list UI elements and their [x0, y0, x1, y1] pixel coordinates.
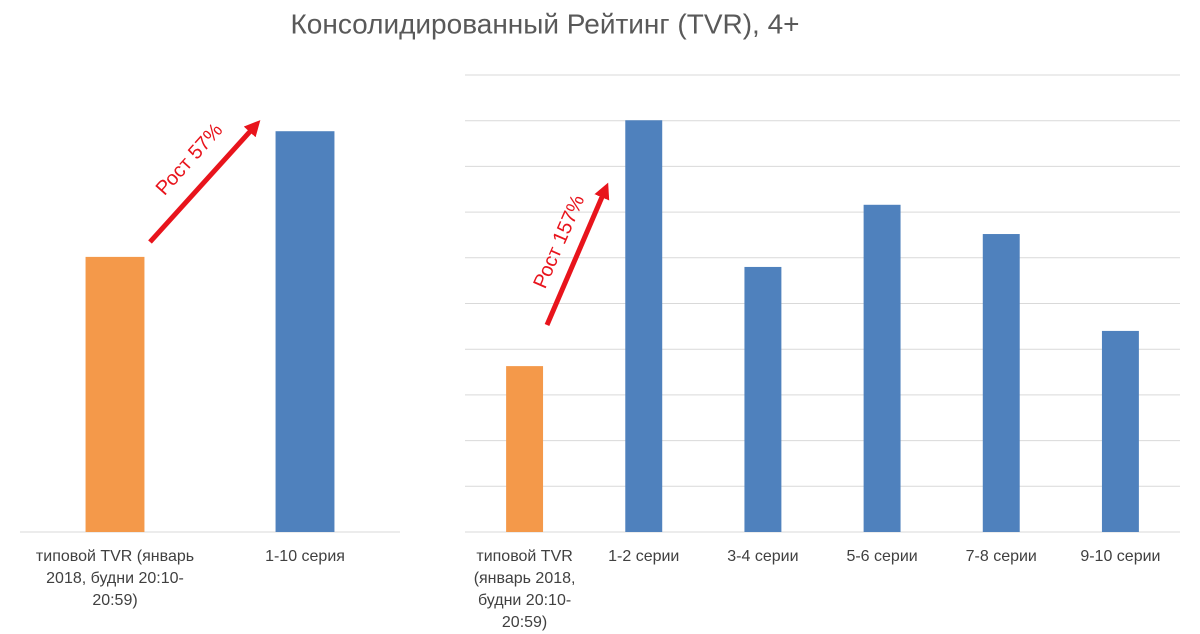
bar	[275, 131, 335, 532]
arrow	[148, 120, 261, 244]
bar	[744, 266, 782, 532]
bar	[506, 366, 544, 532]
x-tick-label: 1-2 серии	[608, 548, 680, 565]
x-tick-label: 7-8 серии	[965, 548, 1037, 565]
x-tick-label: 3-4 серии	[727, 548, 799, 565]
bar	[863, 204, 901, 532]
bar	[982, 234, 1020, 532]
x-tick-label: 9-10 серии	[1080, 548, 1161, 565]
x-tick-label: типовой TVR (январь 2018, будни 20:10-20…	[473, 548, 576, 631]
chart-title: Консолидированный Рейтинг (TVR), 4+	[290, 8, 799, 39]
arrow	[544, 182, 610, 326]
x-tick-label: 5-6 серии	[846, 548, 918, 565]
annotation: Рост 57%	[152, 119, 228, 200]
bar	[625, 120, 663, 533]
bar	[85, 256, 145, 532]
x-tick-label: типовой TVR (январь 2018, будни 20:10-20…	[35, 548, 195, 609]
bar	[1101, 330, 1139, 532]
x-tick-label: 1-10 серия	[265, 548, 345, 565]
